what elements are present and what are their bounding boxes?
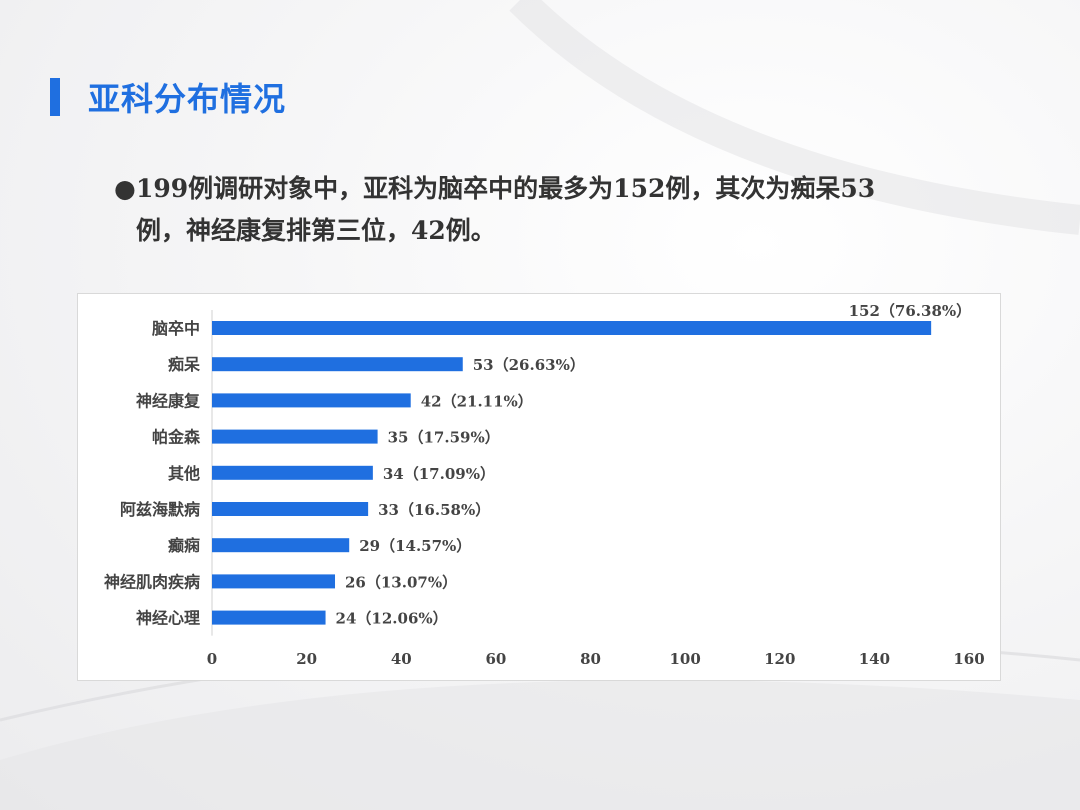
bar [212, 429, 378, 444]
bar [212, 502, 369, 516]
x-tick-label: 140 [859, 650, 890, 668]
x-tick-label: 160 [953, 650, 984, 668]
category-label: 阿兹海默病 [120, 500, 200, 519]
data-label: 26（13.07%） [345, 573, 457, 591]
data-label: 42（21.11%） [421, 392, 533, 410]
summary-line-2: 例，神经康复排第三位，42例。 [136, 216, 496, 245]
bar [212, 357, 463, 372]
bar [212, 393, 411, 408]
x-tick-label: 60 [485, 650, 506, 668]
category-label: 神经肌肉疾病 [104, 572, 200, 591]
data-label: 35（17.59%） [388, 429, 500, 447]
summary-line-1: 199例调研对象中，亚科为脑卒中的最多为152例，其次为痴呆53 [136, 174, 876, 203]
data-label: 33（16.58%） [378, 501, 490, 519]
bullet-dot-icon: ● [114, 174, 136, 203]
x-tick-label: 0 [207, 650, 217, 668]
x-tick-label: 120 [764, 650, 795, 668]
x-tick-label: 100 [669, 650, 700, 668]
bar [212, 465, 373, 480]
category-label: 痴呆 [168, 355, 201, 374]
data-label: 29（14.57%） [359, 537, 471, 555]
x-tick-label: 80 [580, 650, 601, 668]
data-label: 24（12.06%） [336, 610, 448, 628]
bar-chart: 脑卒中 152（76.38%） 痴呆 53（26.63%） 神经康复 42（21.11%）… [104, 302, 985, 668]
bar [212, 538, 350, 553]
chart-panel: 脑卒中 152（76.38%） 痴呆 53（26.63%） 神经康复 42（21.11%）… [77, 293, 1001, 681]
category-label: 神经康复 [136, 391, 201, 410]
category-label: 其他 [168, 464, 200, 483]
x-tick-label: 20 [296, 650, 317, 668]
data-label: 53（26.63%） [473, 356, 585, 374]
category-label: 脑卒中 [152, 319, 200, 338]
category-label: 癫痫 [168, 536, 200, 555]
category-label: 帕金森 [152, 428, 201, 447]
bar [212, 574, 336, 589]
bar [212, 321, 932, 335]
page-title: 亚科分布情况 [88, 80, 287, 118]
data-label: 152（76.38%） [849, 302, 972, 320]
bar [212, 610, 326, 625]
title-accent-bar [50, 78, 60, 116]
category-label: 神经心理 [136, 609, 200, 628]
data-label: 34（17.09%） [383, 465, 495, 483]
x-tick-label: 40 [391, 650, 412, 668]
